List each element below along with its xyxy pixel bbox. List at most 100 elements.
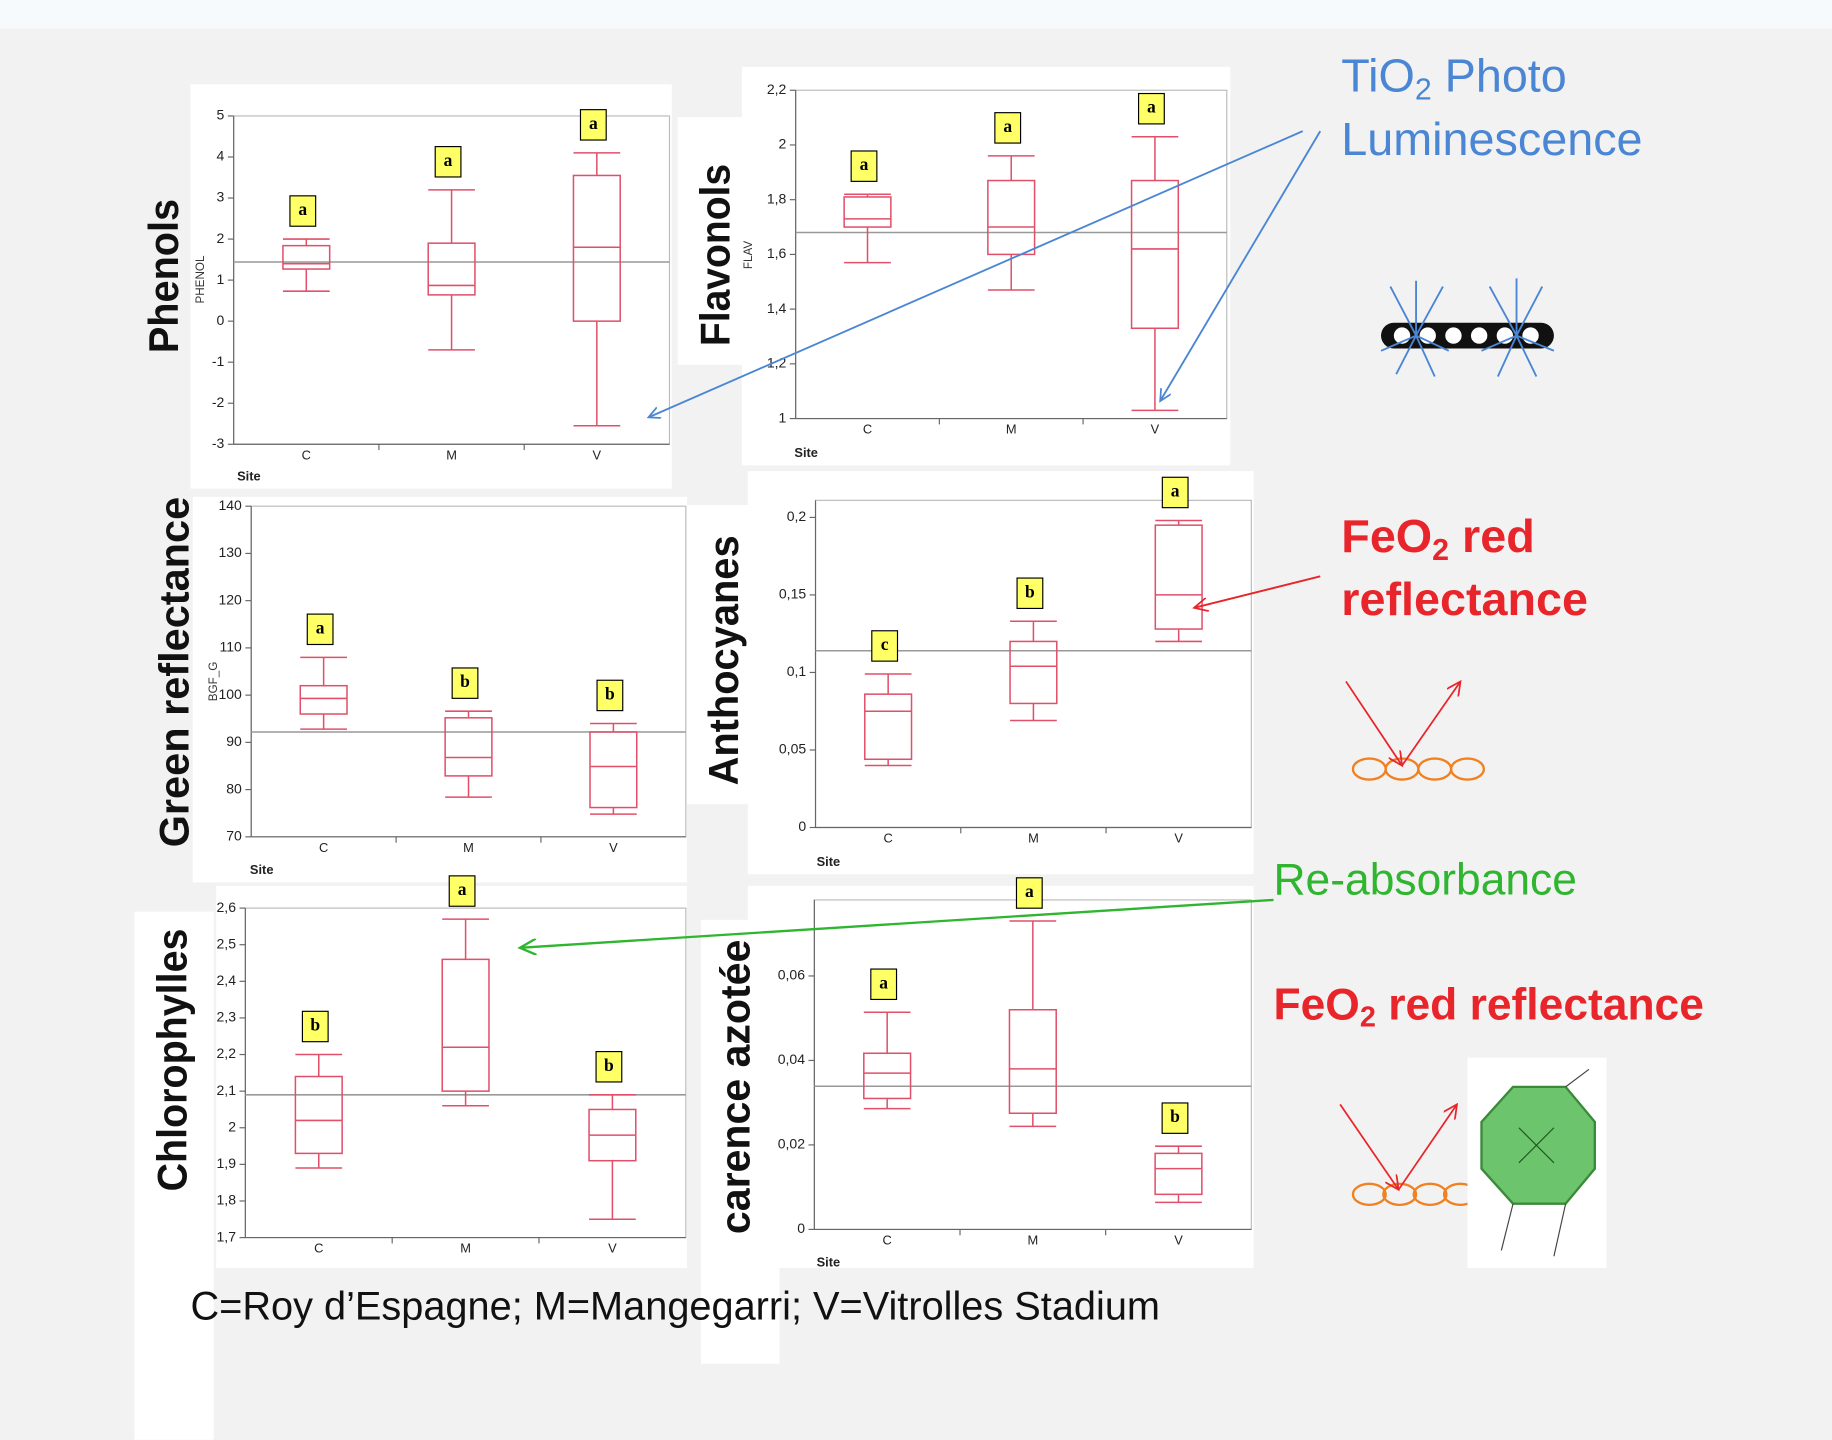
y-tick-label: 110 (219, 639, 242, 655)
annotation-part: FeO (1274, 980, 1360, 1029)
annotation: Re-absorbance (1274, 855, 1577, 904)
y-title: Green reflectance (151, 497, 198, 848)
group-label: a (860, 154, 869, 174)
annotation-part: reflectance (1341, 574, 1588, 626)
x-tick-label: C (319, 840, 328, 855)
x-tick-label: V (1174, 831, 1183, 846)
panel (190, 84, 671, 488)
y-title: Chlorophylles (148, 929, 195, 1192)
y-tick-label: 5 (217, 107, 225, 123)
y-tick-label: -2 (212, 394, 225, 410)
y-tick-label: 1,7 (217, 1228, 237, 1244)
x-axis-label: Site (817, 1255, 841, 1270)
y-axis-label: PHENOL (194, 255, 207, 304)
y-tick-label: 2,5 (217, 935, 237, 951)
y-tick-label: 2 (779, 136, 787, 152)
x-tick-label: M (1006, 422, 1017, 437)
y-tick-label: 2,3 (217, 1009, 237, 1025)
x-axis-label: Site (237, 468, 261, 483)
y-tick-label: 4 (217, 148, 225, 164)
y-title: Anthocyanes (700, 535, 747, 785)
group-label: a (589, 113, 598, 133)
y-tick-label: 0,15 (779, 586, 806, 602)
tio2-particles (1381, 278, 1554, 376)
y-tick-label: 0,04 (778, 1051, 805, 1067)
annotation: Luminescence (1341, 113, 1642, 165)
x-tick-label: M (1028, 831, 1039, 846)
group-label: a (1003, 116, 1012, 136)
body: {"chart_data": [ {"type": "box", "title"… (0, 0, 1832, 1440)
y-tick-label: 0 (217, 312, 225, 328)
y-title: Flavonols (692, 164, 739, 346)
y-tick-label: 0,06 (778, 967, 805, 983)
y-tick-label: 2,6 (217, 899, 237, 915)
x-tick-label: C (884, 831, 893, 846)
y-title: Phenols (140, 199, 187, 353)
annotation-part: 2 (1415, 73, 1432, 106)
y-tick-label: 130 (218, 544, 242, 560)
y-tick-label: 1 (779, 409, 787, 425)
annotation: reflectance (1341, 574, 1588, 626)
x-tick-label: M (1027, 1232, 1038, 1247)
y-tick-label: -1 (212, 353, 225, 369)
page: html, body { margin: 0; padding: 0; widt… (0, 0, 1832, 1440)
x-tick-label: C (314, 1241, 323, 1256)
y-tick-label: 90 (226, 733, 242, 749)
y-tick-label: 1 (217, 271, 225, 287)
annotation-part: FeO (1341, 510, 1432, 562)
y-tick-label: 1,8 (767, 190, 787, 206)
x-tick-label: V (608, 1241, 617, 1256)
x-tick-label: C (883, 1232, 892, 1247)
group-label: c (881, 634, 889, 654)
y-tick-label: 1,8 (217, 1192, 237, 1208)
y-axis-label: FLAV (742, 241, 755, 270)
arrow (1399, 1104, 1457, 1189)
x-tick-label: V (593, 447, 602, 462)
x-tick-label: C (863, 422, 872, 437)
annotation-part: red (1449, 510, 1535, 562)
annotation-part: Luminescence (1341, 113, 1642, 165)
group-label: a (458, 879, 467, 899)
annotation-part: Photo (1432, 50, 1567, 102)
group-label: b (604, 1055, 614, 1075)
x-tick-label: M (460, 1241, 471, 1256)
x-axis-label: Site (817, 854, 841, 869)
group-label: a (444, 150, 453, 170)
group-label: b (460, 671, 470, 691)
slide: Phenols PHENOL Site -3 -2 -1 0 1 2 3 4 5 Ca Ma Va Flavo… (0, 0, 1832, 1440)
y-tick-label: 2,1 (217, 1082, 237, 1098)
y-tick-label: 80 (226, 780, 242, 796)
y-tick-label: -3 (212, 435, 225, 451)
panel (748, 471, 1254, 874)
group-label: b (1025, 581, 1035, 601)
group-label: a (1147, 97, 1156, 117)
x-tick-label: V (1151, 422, 1160, 437)
annotation-part: 2 (1432, 534, 1449, 567)
y-tick-label: 2 (217, 230, 225, 246)
x-axis-label: Site (250, 862, 274, 877)
group-label: a (1171, 480, 1180, 500)
y-tick-label: 140 (218, 497, 242, 513)
arrow (1346, 681, 1402, 765)
annotation: TiO2 Photo (1341, 50, 1566, 106)
x-tick-label: V (1174, 1232, 1183, 1247)
y-tick-label: 2,4 (217, 972, 237, 988)
y-tick-label: 1,2 (767, 355, 787, 371)
x-tick-label: C (302, 447, 311, 462)
y-tick-label: 3 (217, 189, 225, 205)
group-label: b (310, 1015, 320, 1035)
top-band (0, 0, 1832, 28)
panel (742, 67, 1230, 465)
x-axis-label: Site (794, 445, 818, 460)
arrow (1340, 1104, 1398, 1189)
y-tick-label: 70 (226, 828, 242, 844)
x-tick-label: M (446, 447, 457, 462)
group-label: a (879, 972, 888, 992)
panel (748, 886, 1254, 1268)
chlorophyll-molecule (1467, 1058, 1606, 1268)
y-tick-label: 2,2 (217, 1045, 237, 1061)
y-tick-label: 120 (218, 591, 242, 607)
y-tick-label: 0,02 (778, 1136, 805, 1152)
site-note: C=Roy d’Espagne; M=Mangegarri; V=Vitroll… (190, 1284, 1160, 1328)
